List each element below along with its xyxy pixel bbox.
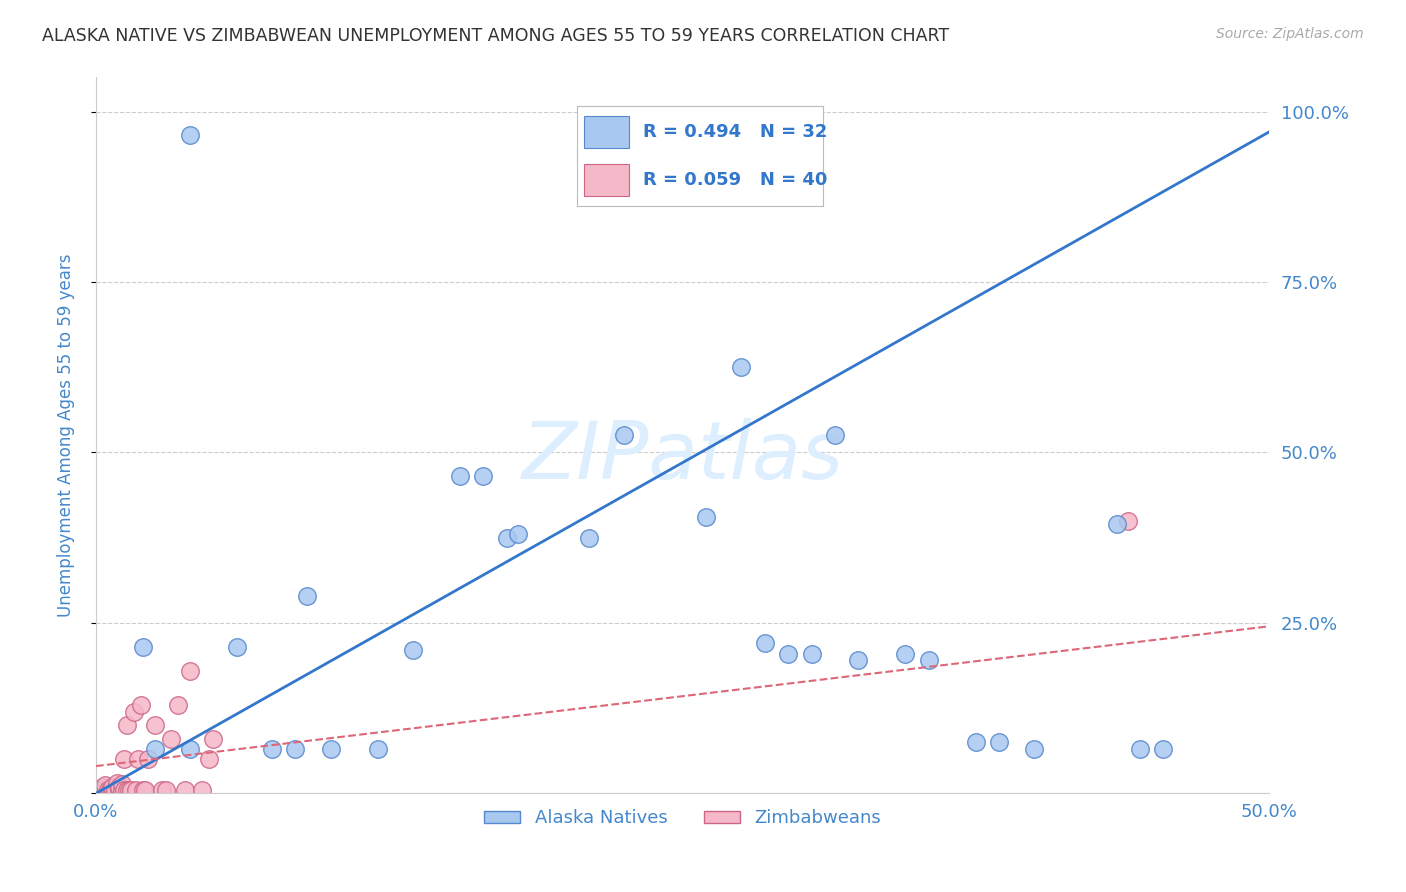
Point [127, 752, 149, 766]
Point [179, 742, 201, 756]
Point [319, 742, 342, 756]
Point [143, 742, 166, 756]
Point [136, 752, 159, 766]
Point [143, 718, 166, 732]
Point [134, 783, 156, 797]
Point [91, 783, 114, 797]
Point [1129, 742, 1152, 756]
Point [101, 780, 124, 794]
Point [918, 653, 941, 667]
Point [112, 783, 135, 797]
Point [197, 752, 219, 766]
Point [108, 780, 131, 794]
Point [105, 776, 128, 790]
Point [167, 698, 190, 712]
Point [111, 777, 134, 791]
Point [120, 783, 142, 797]
Point [160, 731, 183, 746]
Point [90, 780, 112, 795]
Point [367, 742, 389, 756]
Point [754, 636, 776, 650]
Point [260, 742, 283, 756]
Point [1105, 516, 1128, 531]
Point [402, 643, 425, 657]
Point [800, 647, 823, 661]
Point [179, 128, 201, 143]
Point [97, 783, 120, 797]
Point [613, 428, 636, 442]
Point [174, 783, 197, 797]
Point [284, 742, 307, 756]
Point [202, 731, 225, 746]
Point [150, 783, 173, 797]
Point [179, 664, 201, 678]
Point [508, 527, 530, 541]
Point [695, 510, 717, 524]
Legend: Alaska Natives, Zimbabweans: Alaska Natives, Zimbabweans [477, 802, 889, 834]
Point [190, 783, 212, 797]
Point [824, 428, 846, 442]
Point [90, 783, 112, 797]
Point [118, 783, 141, 797]
Point [91, 780, 114, 794]
Point [1152, 742, 1174, 756]
Point [112, 752, 135, 766]
Point [965, 735, 987, 749]
Point [472, 469, 495, 483]
Point [848, 653, 870, 667]
Text: ZIPatlas: ZIPatlas [522, 417, 844, 496]
Point [94, 778, 117, 792]
Point [101, 783, 124, 797]
Point [125, 783, 148, 797]
Point [225, 640, 247, 654]
Point [132, 640, 155, 654]
Point [495, 531, 517, 545]
Point [111, 783, 134, 797]
Point [1024, 742, 1046, 756]
Point [98, 783, 121, 797]
Point [578, 531, 600, 545]
Point [129, 698, 152, 712]
Point [449, 469, 471, 483]
Point [108, 783, 131, 797]
Point [132, 783, 155, 797]
Y-axis label: Unemployment Among Ages 55 to 59 years: Unemployment Among Ages 55 to 59 years [58, 253, 75, 617]
Point [115, 783, 138, 797]
Point [295, 589, 318, 603]
Point [115, 718, 138, 732]
Point [122, 705, 145, 719]
Point [894, 647, 917, 661]
Text: Source: ZipAtlas.com: Source: ZipAtlas.com [1216, 27, 1364, 41]
Text: ALASKA NATIVE VS ZIMBABWEAN UNEMPLOYMENT AMONG AGES 55 TO 59 YEARS CORRELATION C: ALASKA NATIVE VS ZIMBABWEAN UNEMPLOYMENT… [42, 27, 949, 45]
Point [94, 783, 117, 797]
Point [104, 783, 127, 797]
Point [1116, 514, 1139, 528]
Point [155, 783, 177, 797]
Point [988, 735, 1011, 749]
Point [778, 647, 800, 661]
Point [730, 360, 752, 375]
